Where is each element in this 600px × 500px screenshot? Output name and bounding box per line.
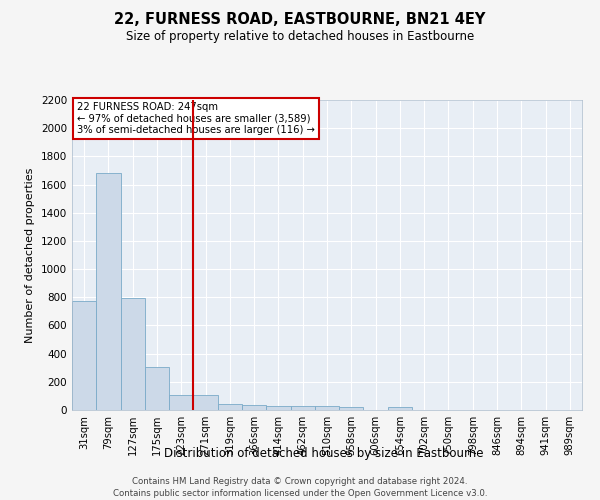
Bar (339, 407, 364, 410)
Text: 22, FURNESS ROAD, EASTBOURNE, BN21 4EY: 22, FURNESS ROAD, EASTBOURNE, BN21 4EY (115, 12, 485, 28)
Bar (96, 174, 121, 410)
Text: Distribution of detached houses by size in Eastbourne: Distribution of detached houses by size … (164, 448, 484, 460)
Bar (266, 406, 290, 410)
Text: Contains HM Land Registry data © Crown copyright and database right 2024.: Contains HM Land Registry data © Crown c… (132, 478, 468, 486)
Text: Contains public sector information licensed under the Open Government Licence v3: Contains public sector information licen… (113, 489, 487, 498)
Bar (218, 404, 242, 410)
Bar (145, 367, 169, 410)
Bar (169, 394, 193, 410)
Y-axis label: Number of detached properties: Number of detached properties (25, 168, 35, 342)
Text: Size of property relative to detached houses in Eastbourne: Size of property relative to detached ho… (126, 30, 474, 43)
Bar (290, 406, 315, 410)
Bar (315, 406, 339, 410)
Bar (193, 394, 218, 410)
Text: 22 FURNESS ROAD: 247sqm
← 97% of detached houses are smaller (3,589)
3% of semi-: 22 FURNESS ROAD: 247sqm ← 97% of detache… (77, 102, 315, 134)
Bar (72, 301, 96, 410)
Bar (388, 407, 412, 410)
Bar (121, 298, 145, 410)
Bar (242, 405, 266, 410)
